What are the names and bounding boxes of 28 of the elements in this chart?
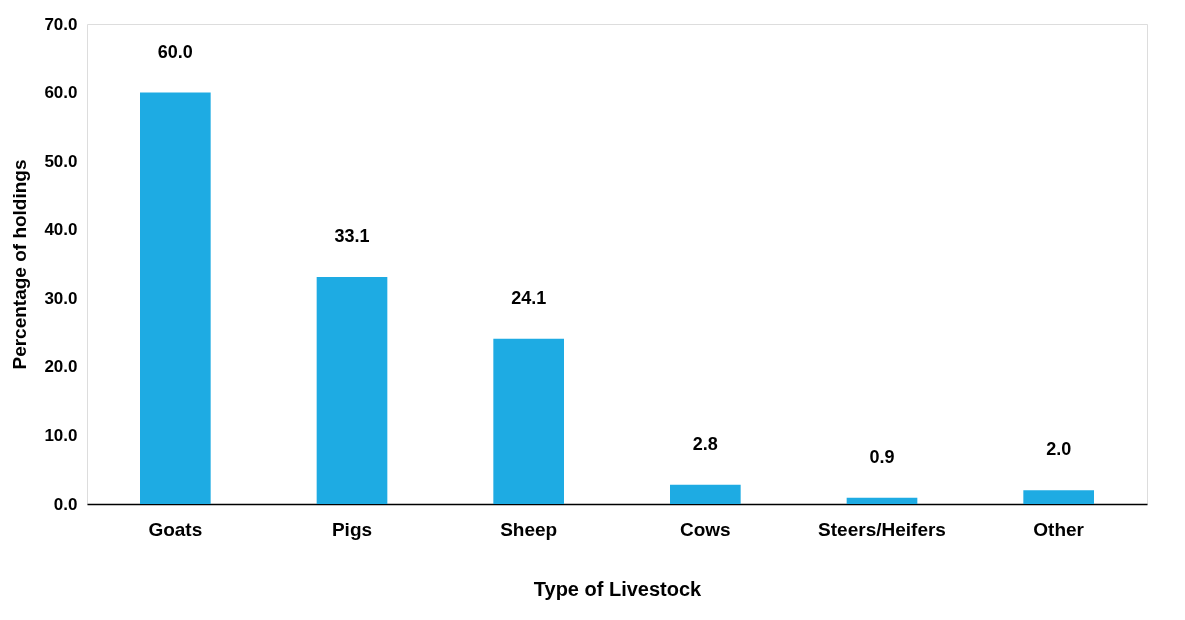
y-tick-label: 60.0 [44, 83, 78, 103]
data-label: 33.1 [334, 226, 370, 247]
y-tick-label: 0.0 [53, 494, 78, 514]
y-tick-label: 30.0 [44, 288, 78, 308]
x-tick-label: Goats [148, 518, 203, 540]
x-tick-label: Other [1033, 518, 1085, 540]
bar [140, 92, 211, 504]
x-tick-label: Sheep [500, 518, 558, 540]
x-tick-label: Steers/Heifers [818, 518, 946, 540]
bar [316, 277, 388, 504]
bar [493, 338, 564, 504]
x-tick-label: Pigs [331, 518, 373, 540]
x-tick-label: Cows [679, 518, 731, 540]
data-label: 60.0 [157, 41, 193, 62]
data-label: 0.9 [869, 446, 895, 467]
bar [670, 484, 741, 504]
data-label: 24.1 [511, 287, 547, 308]
bar [1023, 490, 1094, 504]
data-label: 2.8 [692, 433, 718, 454]
y-tick-label: 40.0 [44, 220, 78, 240]
y-tick-label: 50.0 [44, 151, 78, 171]
x-axis-title: Type of Livestock [533, 577, 703, 600]
y-tick-label: 70.0 [44, 14, 78, 34]
y-tick-label: 20.0 [44, 357, 78, 377]
y-axis-title: Percentage of holdings [9, 159, 31, 370]
y-tick-label: 10.0 [44, 425, 78, 445]
data-label: 2.0 [1046, 439, 1072, 460]
bar [846, 497, 918, 504]
